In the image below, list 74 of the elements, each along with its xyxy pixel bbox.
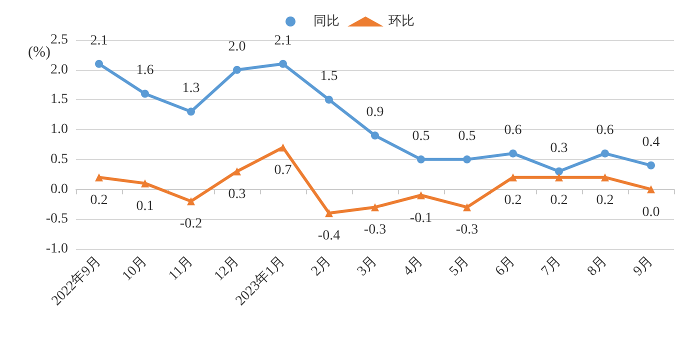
x-tick-label: 5月 bbox=[446, 254, 472, 280]
point bbox=[601, 173, 609, 182]
x-tick-label: 8月 bbox=[584, 254, 610, 280]
data-label: 2.0 bbox=[228, 39, 246, 54]
data-label: -0.3 bbox=[364, 222, 386, 238]
data-label: 0.7 bbox=[274, 162, 292, 178]
point bbox=[141, 179, 149, 188]
data-label: -0.2 bbox=[180, 216, 202, 232]
data-label: -0.4 bbox=[318, 228, 340, 244]
point bbox=[141, 90, 149, 98]
point bbox=[509, 149, 517, 158]
point bbox=[279, 143, 287, 152]
point bbox=[509, 173, 517, 182]
point bbox=[371, 132, 379, 140]
y-tick-label: 2.0 bbox=[50, 62, 68, 78]
y-tick-label: 0.5 bbox=[50, 152, 68, 167]
data-label: 0.2 bbox=[504, 192, 522, 208]
y-tick-label: 0.0 bbox=[50, 182, 68, 197]
x-tick-label: 2月 bbox=[308, 254, 334, 280]
legend-label: 同比 bbox=[314, 14, 340, 29]
data-label: 0.3 bbox=[228, 186, 246, 202]
data-label: 0.4 bbox=[642, 134, 660, 150]
data-label: 0.2 bbox=[90, 192, 108, 208]
point bbox=[647, 161, 655, 170]
data-label: 2.1 bbox=[274, 33, 292, 48]
point bbox=[417, 155, 425, 164]
point bbox=[555, 167, 563, 176]
y-axis-title: (%) bbox=[28, 44, 50, 60]
data-label: 1.3 bbox=[182, 81, 200, 96]
data-label: 0.2 bbox=[550, 192, 568, 208]
point bbox=[463, 203, 471, 212]
data-label: 0.1 bbox=[136, 198, 154, 214]
data-label: 0.9 bbox=[366, 105, 384, 120]
y-tick-label: 1.0 bbox=[50, 122, 68, 138]
point bbox=[233, 66, 241, 74]
y-tick-label: 2.5 bbox=[50, 32, 68, 48]
point bbox=[233, 167, 241, 176]
data-label: 0.3 bbox=[550, 140, 568, 156]
legend-label: 环比 bbox=[388, 14, 414, 29]
point bbox=[95, 173, 103, 182]
x-tick-label: 7月 bbox=[538, 254, 564, 280]
data-label: 0.6 bbox=[596, 122, 614, 138]
x-tick-label: 4月 bbox=[400, 254, 426, 280]
point bbox=[325, 209, 333, 218]
x-tick-label: 11月 bbox=[166, 254, 196, 284]
y-tick-label: 1.5 bbox=[50, 92, 68, 108]
x-tick-label: 12月 bbox=[212, 254, 242, 284]
data-label: -0.3 bbox=[456, 222, 478, 238]
x-tick-label: 9月 bbox=[630, 254, 656, 280]
y-tick-label: -1.0 bbox=[46, 242, 68, 256]
data-label: 0.5 bbox=[412, 128, 430, 144]
point bbox=[417, 191, 425, 200]
point bbox=[187, 197, 195, 206]
data-label: 1.5 bbox=[320, 69, 338, 84]
point bbox=[463, 155, 471, 164]
data-label: 0.6 bbox=[504, 122, 522, 138]
x-tick-label: 10月 bbox=[120, 254, 150, 284]
data-label: 0.5 bbox=[458, 128, 476, 144]
x-tick-label: 3月 bbox=[354, 254, 380, 280]
point bbox=[279, 60, 287, 68]
data-label: 1.6 bbox=[136, 63, 154, 78]
point bbox=[187, 108, 195, 116]
point bbox=[555, 173, 563, 182]
point bbox=[601, 149, 609, 158]
x-tick-label: 6月 bbox=[492, 254, 518, 280]
data-label: 0.2 bbox=[596, 192, 614, 208]
point bbox=[647, 185, 655, 194]
data-label: 0.0 bbox=[642, 204, 660, 220]
data-label: -0.1 bbox=[410, 210, 432, 226]
point bbox=[325, 96, 333, 104]
y-tick-label: -0.5 bbox=[46, 212, 68, 227]
point bbox=[95, 60, 103, 68]
data-label: 2.1 bbox=[90, 33, 108, 48]
point bbox=[371, 203, 379, 212]
